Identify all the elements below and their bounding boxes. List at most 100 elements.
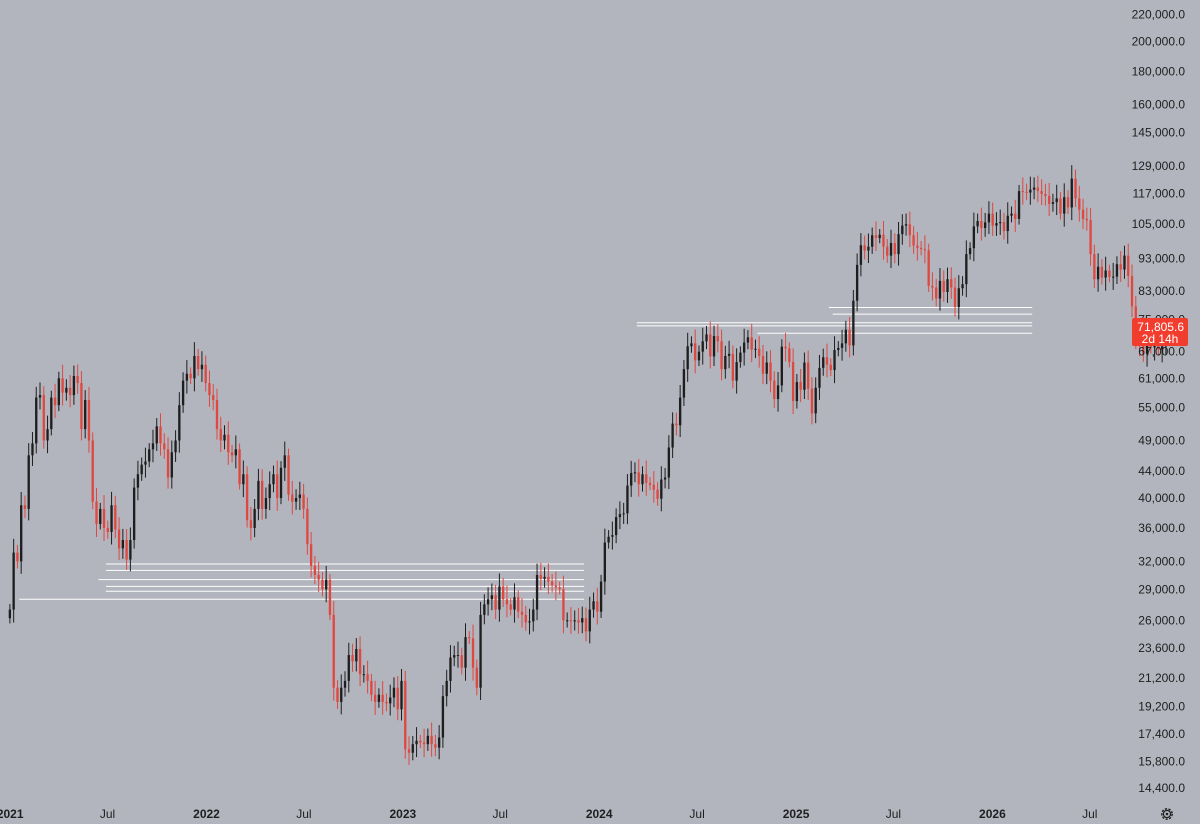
- candle-body: [1104, 270, 1107, 278]
- candle-body: [456, 655, 460, 657]
- candle-body: [445, 680, 448, 697]
- candle-body: [927, 250, 930, 286]
- candle-body: [596, 601, 599, 612]
- candle-body: [761, 355, 765, 374]
- candle-body: [35, 397, 38, 444]
- candle-body: [829, 364, 832, 371]
- candle-body: [671, 423, 674, 448]
- candle-body: [46, 429, 49, 441]
- candle-body: [178, 405, 181, 441]
- candle-body: [121, 540, 125, 549]
- candle-body: [965, 254, 968, 285]
- candle-body: [746, 337, 750, 343]
- candle-body: [1036, 187, 1040, 192]
- candle-body: [1010, 213, 1013, 216]
- candle-body: [72, 376, 76, 396]
- candle-body: [776, 385, 780, 400]
- candle-body: [366, 674, 369, 681]
- candle-body: [599, 581, 603, 612]
- candle-body: [215, 400, 219, 430]
- candle-body: [701, 341, 704, 352]
- candle-body: [42, 395, 45, 441]
- candle-body: [611, 535, 614, 537]
- candle-body: [539, 574, 542, 579]
- candle-body: [961, 284, 964, 289]
- candle-body: [716, 336, 719, 342]
- time-axis[interactable]: 2021 Jul 2022 Jul 2023 Jul 2024 Jul 2025 Jul 2026 J…: [0, 807, 1097, 821]
- candle-body: [99, 508, 102, 525]
- candle-body: [999, 222, 1002, 224]
- candle-body: [136, 474, 140, 488]
- candle-body: [245, 474, 249, 521]
- price-tick-label: 83,000.0: [1138, 284, 1185, 298]
- candle-body: [878, 234, 881, 239]
- time-tick-label: 2026: [979, 807, 1006, 821]
- candle-body: [588, 609, 591, 632]
- candle-body: [709, 334, 712, 357]
- candle-body: [1127, 255, 1130, 276]
- candle-body: [822, 357, 825, 368]
- candle-body: [562, 589, 565, 621]
- candle-body: [437, 737, 441, 748]
- candle-body: [453, 655, 456, 658]
- candle-body: [65, 387, 68, 393]
- candle-body: [1017, 191, 1021, 219]
- candle-body: [694, 343, 697, 361]
- candle-body: [230, 452, 234, 456]
- candle-body: [373, 694, 377, 702]
- candle-body: [355, 648, 358, 662]
- candle-body: [287, 455, 290, 495]
- candle-body: [614, 517, 618, 536]
- candle-body: [483, 604, 486, 615]
- candle-body: [1066, 197, 1070, 208]
- price-tick-label: 180,000.0: [1132, 64, 1186, 78]
- candle-body: [901, 225, 904, 235]
- candle-body: [332, 614, 335, 688]
- candle-body: [833, 350, 836, 371]
- price-axis[interactable]: 220,000.0 200,000.0 180,000.0 160,000.0 145,…: [1132, 7, 1186, 795]
- candle-body: [396, 687, 399, 710]
- candle-body: [385, 701, 388, 704]
- candle-body: [633, 472, 637, 474]
- candle-body: [780, 346, 783, 386]
- bar-countdown: 2d 14h: [1142, 332, 1179, 346]
- settings-button[interactable]: [1161, 808, 1173, 820]
- candle-body: [1040, 191, 1043, 195]
- candle-body: [1145, 344, 1149, 354]
- candle-body: [253, 508, 256, 528]
- price-tick-label: 15,800.0: [1138, 755, 1185, 769]
- candle-body: [840, 343, 844, 348]
- candle-body: [1025, 191, 1028, 193]
- candle-body: [166, 449, 170, 478]
- candle-body: [302, 494, 305, 509]
- price-tick-label: 117,000.0: [1133, 187, 1186, 201]
- candle-body: [1032, 187, 1036, 190]
- candle-body: [1130, 275, 1134, 307]
- candle-body: [185, 373, 189, 381]
- candle-body: [193, 355, 196, 379]
- price-tick-label: 23,600.0: [1138, 641, 1185, 655]
- current-price-value: 71,805.6: [1137, 320, 1184, 334]
- price-tick-label: 14,400.0: [1138, 781, 1185, 795]
- candle-body: [415, 740, 418, 745]
- candle-body: [261, 480, 264, 509]
- candle-body: [151, 443, 155, 450]
- candle-body: [844, 329, 847, 344]
- candle-body: [351, 655, 354, 662]
- candle-body: [87, 400, 91, 441]
- candle-body: [558, 587, 561, 590]
- candle-body: [479, 614, 482, 688]
- candle-body: [1142, 344, 1145, 354]
- candle-body: [942, 280, 945, 292]
- candle-body: [411, 744, 414, 753]
- candle-body: [727, 353, 731, 356]
- candle-body: [219, 429, 222, 441]
- candle-body: [637, 472, 640, 485]
- candle-body: [1115, 264, 1119, 277]
- candle-body: [682, 369, 686, 398]
- candle-body: [189, 373, 192, 379]
- candle-body: [95, 501, 98, 525]
- price-tick-label: 145,000.0: [1132, 126, 1186, 140]
- candle-body: [995, 223, 998, 226]
